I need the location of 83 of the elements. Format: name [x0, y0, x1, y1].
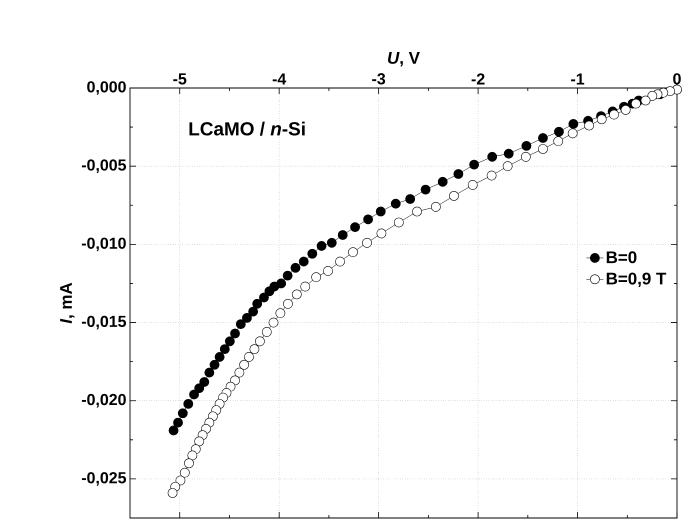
x-tick-label: -1 — [571, 74, 584, 84]
point — [168, 426, 178, 436]
point — [194, 383, 204, 394]
x-tick-label: -5 — [173, 73, 186, 84]
point — [204, 368, 214, 378]
legend-label: B=0,9 T — [606, 272, 666, 288]
point — [290, 262, 300, 273]
point — [609, 110, 619, 120]
point — [469, 160, 480, 170]
point — [220, 344, 230, 354]
point — [502, 161, 513, 172]
point — [438, 176, 448, 187]
point — [376, 206, 386, 216]
point — [454, 169, 464, 179]
point — [173, 418, 183, 428]
point — [449, 190, 459, 201]
y-tick-label: -0,005 — [82, 159, 126, 173]
point — [248, 306, 258, 316]
point — [405, 194, 416, 204]
point — [487, 152, 498, 162]
point — [311, 272, 322, 282]
point — [282, 270, 293, 281]
y-tick-label: -0,015 — [82, 316, 126, 330]
point — [214, 352, 225, 362]
point — [183, 398, 194, 409]
point — [362, 238, 372, 248]
point — [412, 206, 422, 216]
point — [554, 126, 564, 137]
y-tick-label: -0,010 — [82, 238, 126, 252]
point — [199, 377, 210, 387]
point — [189, 390, 199, 400]
point — [236, 319, 246, 330]
point — [504, 148, 514, 159]
point — [326, 238, 337, 248]
y-tick-label: -0,025 — [82, 472, 126, 486]
point — [275, 308, 286, 318]
x-axis-title: U, V — [388, 52, 420, 66]
point — [323, 266, 333, 276]
point — [647, 90, 658, 101]
x-tick-label: -4 — [272, 74, 286, 84]
point — [268, 318, 278, 328]
point — [568, 128, 578, 138]
point — [239, 360, 250, 370]
point — [264, 286, 274, 296]
point — [631, 98, 641, 109]
point — [224, 336, 235, 346]
y-tick-label: -0,020 — [82, 394, 126, 408]
x-tick-label: 0 — [673, 73, 681, 84]
y-axis-title: I, mA — [60, 282, 74, 324]
point — [376, 228, 386, 238]
point — [178, 408, 188, 418]
legend-label: B=0 — [606, 251, 636, 264]
point — [230, 328, 240, 338]
x-tick-label: -3 — [372, 73, 386, 84]
point — [252, 298, 262, 309]
point — [420, 184, 430, 195]
point — [522, 140, 532, 151]
point — [520, 152, 531, 162]
point — [568, 119, 578, 129]
point — [307, 248, 318, 259]
point — [390, 198, 401, 209]
point — [584, 120, 594, 130]
point — [553, 136, 564, 146]
point — [350, 222, 360, 232]
point — [184, 458, 194, 468]
point — [194, 436, 204, 446]
point — [538, 133, 548, 143]
point — [298, 256, 309, 266]
point — [486, 170, 497, 180]
point — [338, 230, 348, 240]
point — [316, 241, 326, 251]
annotation: LCaMO / n-Si — [189, 122, 305, 136]
point — [640, 96, 650, 106]
point — [259, 292, 269, 302]
point — [620, 104, 631, 115]
point — [242, 312, 252, 323]
y-tick-label: 0,000 — [87, 81, 126, 95]
x-tick-label: -2 — [472, 73, 485, 84]
point — [363, 214, 373, 224]
point — [430, 202, 441, 212]
point — [168, 488, 178, 498]
point — [210, 360, 220, 370]
point — [596, 114, 607, 124]
